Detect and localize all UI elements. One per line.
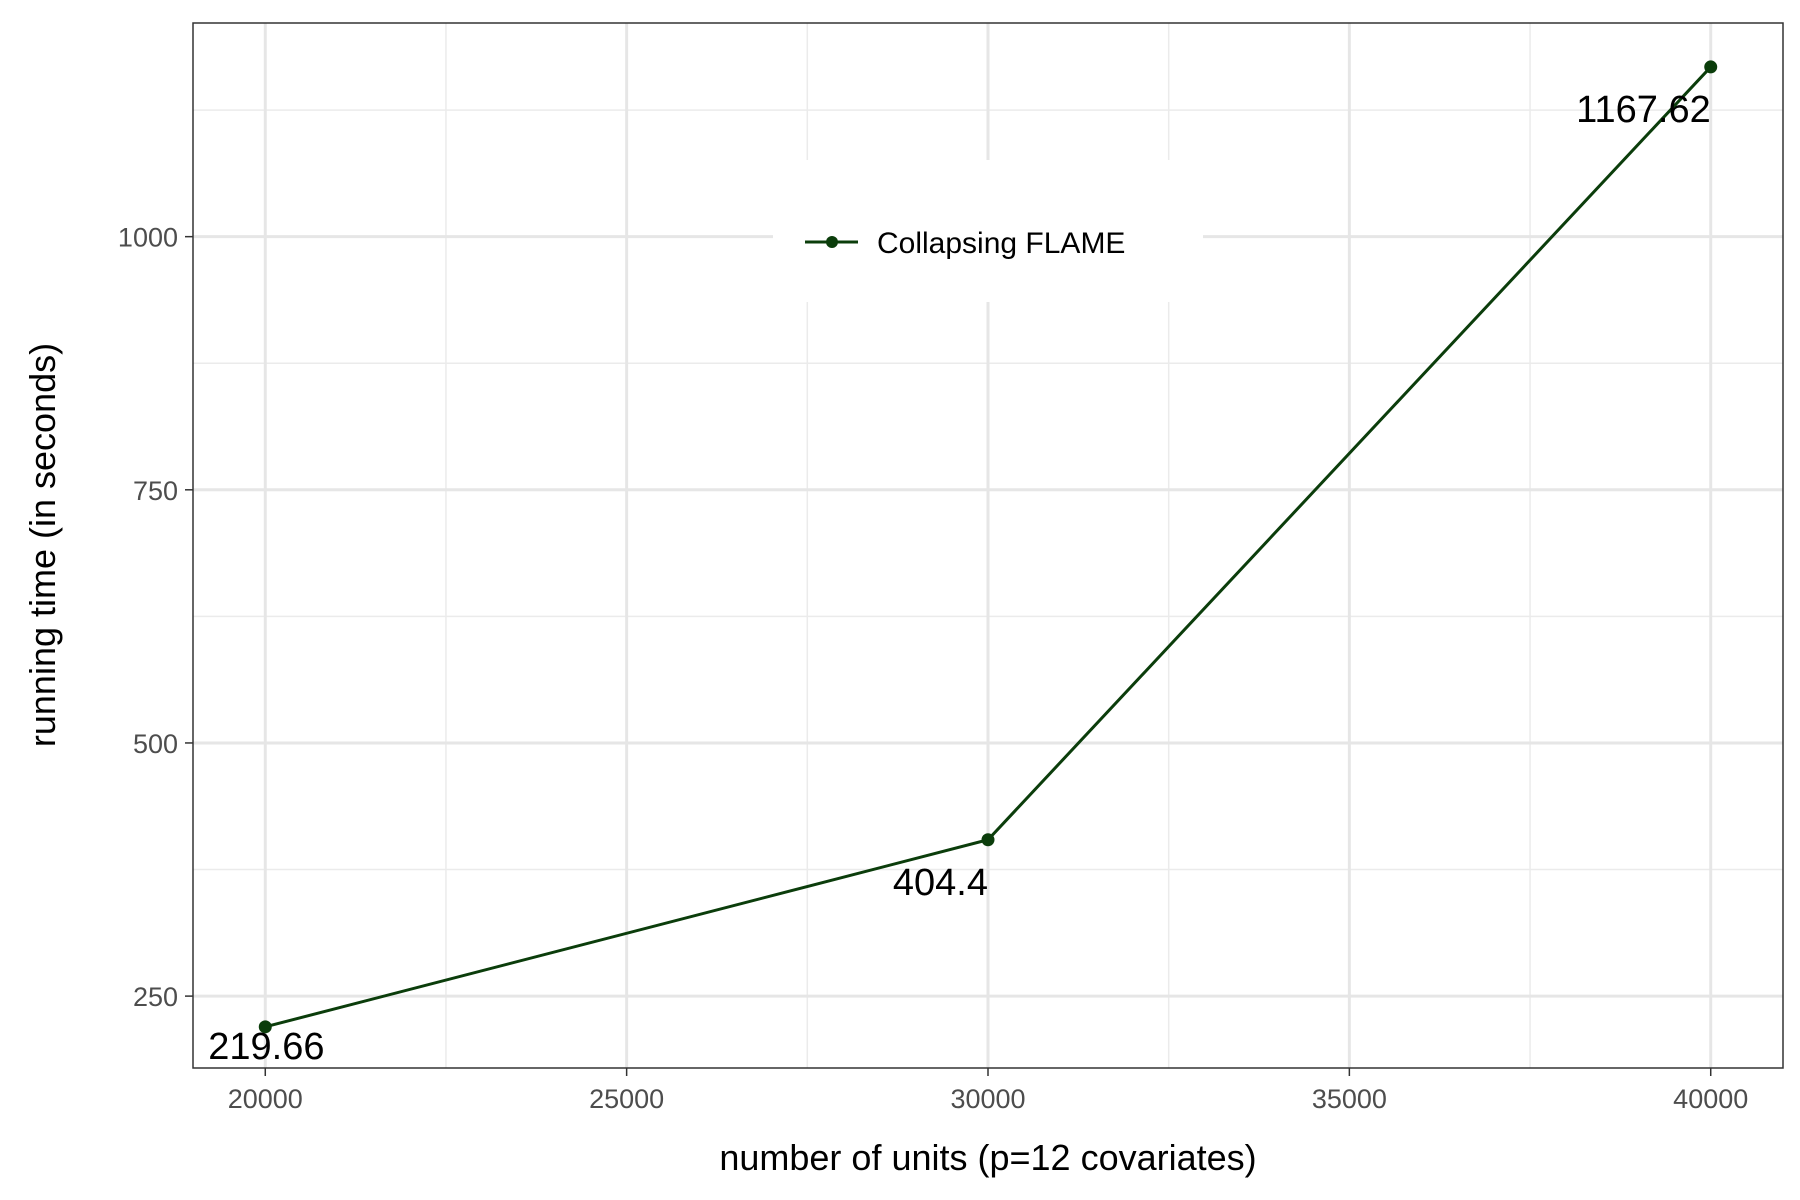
data-point-0 — [258, 1020, 272, 1034]
x-tick-label-4: 40000 — [1673, 1084, 1748, 1114]
legend: Collapsing FLAME — [773, 160, 1203, 302]
data-label-0: 219.66 — [208, 1026, 324, 1068]
data-label-1: 404.4 — [893, 862, 988, 904]
x-tick-label-3: 35000 — [1312, 1084, 1387, 1114]
x-axis-title: number of units (p=12 covariates) — [719, 1137, 1256, 1178]
y-axis-title: running time (in seconds) — [22, 343, 63, 747]
data-label-2: 1167.62 — [1576, 89, 1711, 131]
y-axis-ticks: 250 500 750 1000 — [118, 223, 193, 1012]
y-tick-label-2: 750 — [133, 476, 178, 506]
data-point-1 — [981, 833, 995, 847]
x-tick-label-0: 20000 — [228, 1084, 303, 1114]
x-tick-label-1: 25000 — [589, 1084, 664, 1114]
y-tick-label-3: 1000 — [118, 223, 178, 253]
data-point-2 — [1704, 60, 1718, 74]
series-layer — [258, 60, 1718, 1034]
y-tick-label-0: 250 — [133, 982, 178, 1012]
legend-background — [773, 160, 1203, 302]
x-tick-label-2: 30000 — [950, 1084, 1025, 1114]
legend-series-label: Collapsing FLAME — [877, 227, 1125, 260]
legend-point-key — [826, 236, 838, 248]
data-labels: 219.66 404.4 1167.62 — [208, 89, 1710, 1068]
x-axis-ticks: 20000 25000 30000 35000 40000 — [228, 1068, 1748, 1114]
y-tick-label-1: 500 — [133, 729, 178, 759]
